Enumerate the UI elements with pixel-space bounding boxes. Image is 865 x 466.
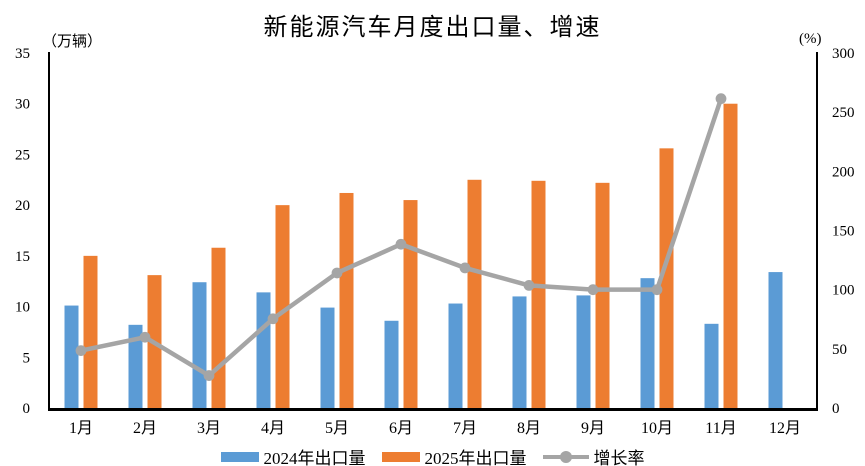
- bar-2024年出口量-2月: [128, 324, 143, 408]
- growth-rate-line: [78, 96, 724, 378]
- bar-2025年出口量-11月: [723, 103, 738, 408]
- bar-2024年出口量-5月: [320, 307, 335, 408]
- x-axis-label: 3月: [197, 420, 221, 437]
- bar-2024年出口量-12月: [768, 272, 783, 408]
- legend-marker-dot-icon: [559, 450, 572, 463]
- bar-2024年出口量-8月: [512, 296, 527, 408]
- x-axis-label: 5月: [325, 420, 349, 437]
- x-axis-label: 11月: [705, 420, 736, 437]
- bar-2024年出口量-4月: [256, 292, 271, 408]
- x-axis-label: 7月: [453, 420, 477, 437]
- legend-label-2024: 2024年出口量: [263, 449, 366, 466]
- legend-swatch-2024-bar: [220, 451, 259, 462]
- left-axis-tick-label: 35: [15, 46, 30, 62]
- right-axis-tick-label: 250: [832, 105, 855, 121]
- growth-rate-marker: [651, 284, 663, 296]
- left-axis-tick-label: 10: [15, 300, 30, 316]
- bar-2024年出口量-9月: [576, 295, 591, 408]
- bar-2024年出口量-11月: [704, 323, 719, 408]
- x-axis-label: 9月: [581, 420, 605, 437]
- growth-rate-marker: [203, 370, 215, 381]
- bar-2025年出口量-5月: [339, 192, 354, 408]
- x-axis-label: 6月: [389, 420, 413, 437]
- right-axis-unit-label: (%): [799, 31, 822, 47]
- bar-2024年出口量-7月: [448, 303, 463, 408]
- x-axis-label: 1月: [69, 420, 93, 437]
- chart-title: 新能源汽车月度出口量、增速: [263, 15, 602, 41]
- right-axis-tick-label: 0: [832, 401, 840, 417]
- bar-2024年出口量-3月: [192, 282, 207, 408]
- legend-label-2025: 2025年出口量: [424, 449, 527, 466]
- bar-2025年出口量-9月: [595, 182, 610, 408]
- left-axis-tick-label: 0: [23, 401, 31, 417]
- bar-2024年出口量-1月: [64, 305, 79, 408]
- left-axis-unit-label: （万辆）: [42, 34, 103, 50]
- growth-rate-marker: [139, 331, 151, 343]
- x-axis-label: 4月: [261, 420, 285, 437]
- left-axis-tick-label: 15: [15, 249, 30, 265]
- legend-item-2024: 2024年出口量: [220, 444, 366, 466]
- growth-rate-marker: [75, 345, 87, 357]
- legend-line-marker-icon: [542, 450, 589, 463]
- x-axis-label: 8月: [517, 420, 541, 437]
- x-axis-label: 2月: [133, 420, 157, 437]
- bar-2025年出口量-4月: [275, 205, 290, 408]
- bar-2025年出口量-3月: [211, 247, 226, 408]
- growth-rate-marker: [523, 280, 535, 291]
- legend-item-growth: 增长率: [542, 444, 645, 466]
- x-axis-label: 10月: [641, 420, 673, 437]
- left-axis-tick-label: 5: [23, 350, 31, 366]
- legend-item-2025: 2025年出口量: [381, 444, 527, 466]
- right-axis-tick-label: 50: [832, 342, 847, 358]
- left-axis-tick-label: 25: [15, 147, 30, 163]
- right-axis-tick-label: 100: [832, 283, 855, 299]
- growth-rate-marker: [459, 262, 471, 274]
- right-axis-tick-label: 200: [832, 164, 855, 180]
- bar-2024年出口量-6月: [384, 320, 399, 408]
- bar-2025年出口量-6月: [403, 200, 418, 408]
- left-axis-tick-label: 20: [15, 198, 30, 214]
- growth-rate-marker: [395, 238, 407, 250]
- right-axis-tick-label: 300: [832, 46, 855, 62]
- growth-rate-marker: [331, 267, 343, 279]
- growth-rate-marker: [715, 93, 727, 105]
- legend-label-growth: 增长率: [593, 449, 645, 466]
- bar-2025年出口量-10月: [659, 148, 674, 409]
- bar-2025年出口量-8月: [531, 180, 546, 408]
- legend: 2024年出口量 2025年出口量 增长率: [0, 444, 865, 466]
- growth-rate-marker: [587, 284, 599, 296]
- bar-2025年出口量-7月: [467, 179, 482, 408]
- legend-swatch-2025-bar: [381, 451, 420, 462]
- left-axis-tick-label: 30: [15, 97, 30, 113]
- bar-2024年出口量-10月: [640, 278, 655, 408]
- right-axis-tick-label: 150: [832, 224, 855, 240]
- x-axis-label: 12月: [769, 420, 801, 437]
- growth-rate-marker: [267, 313, 279, 325]
- bar-2025年出口量-1月: [83, 255, 98, 408]
